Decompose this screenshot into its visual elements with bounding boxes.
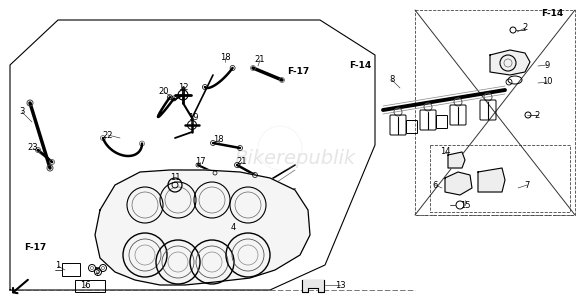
Text: 13: 13 [335,281,345,289]
Text: 19: 19 [188,113,198,123]
Text: F-17: F-17 [287,67,309,77]
Text: 9: 9 [544,60,549,70]
Text: 14: 14 [439,148,450,156]
Polygon shape [95,170,310,285]
Text: 20: 20 [159,88,169,96]
Text: 21: 21 [255,56,265,64]
Text: F-17: F-17 [24,243,46,253]
Text: 22: 22 [102,131,113,139]
Text: F-14: F-14 [541,9,563,19]
Text: 2: 2 [522,23,527,33]
Polygon shape [10,20,375,290]
Text: 15: 15 [460,200,470,210]
Text: 18: 18 [212,135,223,145]
Text: 7: 7 [525,181,530,189]
Polygon shape [445,172,472,195]
Text: 10: 10 [542,77,552,87]
Text: 3: 3 [19,107,25,117]
Text: F-14: F-14 [349,60,371,70]
Text: 8: 8 [389,76,395,84]
Polygon shape [302,280,324,292]
Text: Bikerepublik: Bikerepublik [234,149,356,167]
Text: 11: 11 [170,173,180,181]
Text: 16: 16 [80,281,90,289]
Text: 12: 12 [178,82,188,92]
Polygon shape [448,152,465,168]
Text: 18: 18 [219,53,230,63]
Bar [62,263,80,276]
Polygon shape [478,168,505,192]
Text: 4: 4 [230,224,236,232]
Text: 6: 6 [433,181,438,189]
Text: 23: 23 [28,143,38,152]
Text: 1: 1 [56,261,61,271]
Text: 21: 21 [237,157,247,167]
Text: 17: 17 [195,157,206,167]
Polygon shape [490,50,530,75]
Text: 5: 5 [94,267,100,277]
Text: 2: 2 [534,110,540,120]
Bar [75,280,105,292]
